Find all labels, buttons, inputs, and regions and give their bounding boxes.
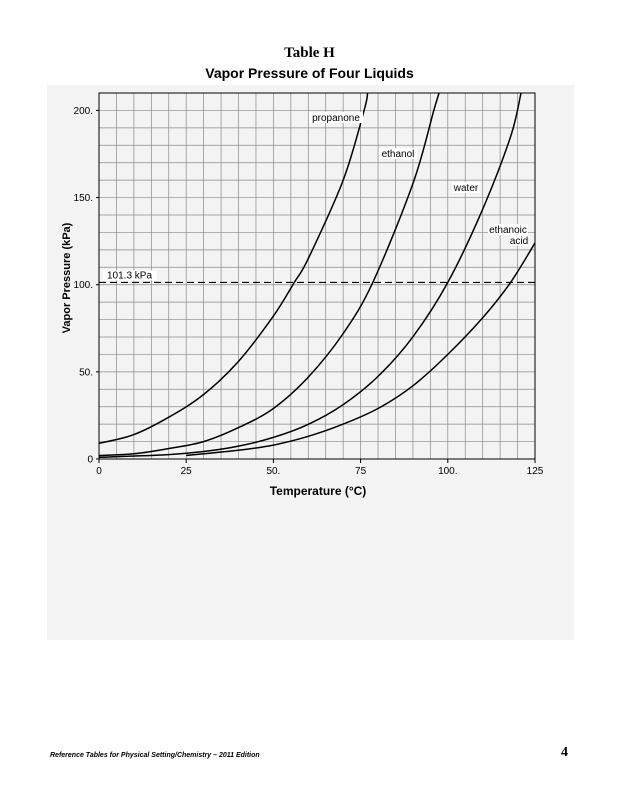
series-line-propanone [99,93,369,445]
series-label-propanone: propanone [312,113,360,124]
axes: 0 25 50. 75 100. 125 0 50. 100. 150. 200. [74,92,544,477]
x-tick-label: 0 [96,466,102,477]
series-label-acid: acid [510,236,528,247]
y-tick-label: 200. [74,106,93,117]
x-tick-label: 25 [181,466,193,477]
footer-edition-text: Reference Tables for Physical Setting/Ch… [50,752,260,759]
reference-line-label: 101.3 kPa [107,270,152,281]
series-label-propanone-bg [309,112,363,123]
series-label-acid-bg [510,235,528,246]
series-group [99,93,535,459]
series-line-water [99,93,522,459]
table-label: Table H [284,45,335,61]
y-tick-label: 100. [74,280,93,291]
series-line-ethanol [99,93,440,457]
series-label-water-bg [452,182,480,193]
series-label-water: water [453,183,479,194]
page-number: 4 [561,745,568,760]
grid [98,92,536,460]
chart-card [47,85,574,640]
series-label-ethanoic-bg [488,224,528,235]
series-label-ethanol-bg [379,148,417,159]
plot-border [98,92,536,460]
series-line-ethanoic-acid [186,242,535,457]
reference-label-bg [103,270,157,281]
x-tick-label: 50. [266,466,280,477]
reference-line-group: 101.3 kPa [99,270,535,283]
y-tick-label: 150. [74,193,93,204]
y-tick-label: 50. [79,367,93,378]
x-tick-label: 75 [355,466,367,477]
series-label-ethanoic: ethanoic [489,225,527,236]
x-tick-label: 100. [438,466,457,477]
x-axis-label: Temperature (°C) [270,484,367,498]
y-tick-label: 0 [87,455,93,466]
x-tick-label: 125 [527,466,544,477]
series-label-ethanol: ethanol [382,149,415,160]
y-axis-label: Vapor Pressure (kPa) [61,222,73,333]
chart-title: Vapor Pressure of Four Liquids [205,65,414,81]
